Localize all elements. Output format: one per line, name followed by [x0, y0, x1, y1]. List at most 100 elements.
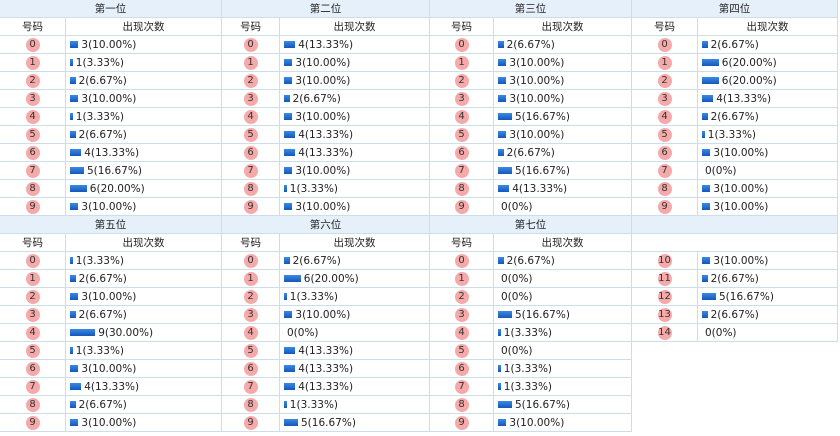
block-title: 第二位 [222, 0, 430, 18]
count-label: 3(10.00%) [509, 56, 565, 69]
count-label: 1(3.33%) [503, 362, 553, 375]
ball: 8 [25, 181, 40, 196]
count-label: 5(16.67%) [719, 290, 774, 303]
ball: 5 [25, 127, 40, 142]
ball: 7 [25, 379, 40, 394]
ball: 3 [454, 307, 469, 322]
ball: 7 [657, 163, 672, 178]
count-bar [498, 77, 507, 84]
count-label: 6(20.00%) [721, 74, 777, 87]
count-label: 3(10.00%) [713, 254, 769, 267]
count-cell: 5(16.67%) [494, 108, 632, 126]
count-label: 6(20.00%) [721, 56, 777, 69]
ball-cell: 6 [222, 360, 280, 378]
ball: 0 [243, 253, 258, 268]
count-bar [702, 131, 705, 138]
ball-cell: 3 [222, 306, 280, 324]
count-cell: 1(3.33%) [494, 378, 632, 396]
count-bar [498, 59, 507, 66]
count-bar [70, 347, 73, 354]
count-cell: 2(6.67%) [280, 252, 430, 270]
count-label: 2(6.67%) [710, 272, 759, 285]
count-label: 3(10.00%) [81, 38, 137, 51]
count-label: 5(16.67%) [515, 398, 570, 411]
count-label: 1(3.33%) [707, 128, 757, 141]
ball-cell: 4 [222, 324, 280, 342]
count-cell: 3(10.00%) [698, 144, 838, 162]
count-label: 2(6.67%) [78, 398, 127, 411]
count-bar [702, 275, 708, 282]
count-bar [284, 59, 293, 66]
count-bar [284, 131, 296, 138]
count-cell: 4(13.33%) [66, 144, 222, 162]
ball: 5 [454, 343, 469, 358]
ball: 8 [454, 181, 469, 196]
count-cell: 2(6.67%) [698, 306, 838, 324]
ball-cell: 13 [632, 306, 698, 324]
count-bar [70, 203, 79, 210]
count-bar [70, 257, 73, 264]
ball: 4 [243, 109, 258, 124]
count-label: 4(13.33%) [298, 128, 354, 141]
ball-cell: 3 [222, 90, 280, 108]
count-cell: 5(16.67%) [494, 162, 632, 180]
ball-cell: 9 [430, 414, 494, 432]
block-title: 第三位 [430, 0, 632, 18]
ball: 4 [454, 325, 469, 340]
ball-cell: 8 [430, 396, 494, 414]
count-cell: 3(10.00%) [280, 72, 430, 90]
count-label: 9(30.00%) [98, 326, 154, 339]
count-label: 3(10.00%) [713, 200, 769, 213]
count-bar [70, 131, 76, 138]
ball-cell: 11 [632, 270, 698, 288]
ball: 8 [25, 397, 40, 412]
ball-cell: 14 [632, 324, 698, 342]
count-cell: 3(10.00%) [494, 90, 632, 108]
count-cell: 4(13.33%) [280, 342, 430, 360]
count-bar [284, 293, 287, 300]
count-cell: 3(10.00%) [66, 90, 222, 108]
ball-cell: 3 [430, 306, 494, 324]
ball-cell: 1 [222, 270, 280, 288]
block-title: 第五位 [0, 216, 222, 234]
ball-cell: 3 [0, 306, 66, 324]
count-cell: 4(13.33%) [66, 378, 222, 396]
count-cell: 4(13.33%) [280, 378, 430, 396]
count-bar [702, 59, 719, 66]
ball-cell: 0 [430, 252, 494, 270]
block-title: 第四位 [632, 0, 838, 18]
count-cell: 3(10.00%) [494, 414, 632, 432]
count-label: 3(10.00%) [713, 182, 769, 195]
count-cell: 3(10.00%) [280, 198, 430, 216]
header: 出现次数 [280, 18, 430, 36]
count-cell: 3(10.00%) [280, 162, 430, 180]
count-bar [702, 293, 716, 300]
ball-cell: 8 [222, 396, 280, 414]
count-label: 0(0%) [501, 344, 533, 357]
ball-cell: 5 [0, 126, 66, 144]
ball-cell: 5 [222, 342, 280, 360]
ball-cell: 7 [430, 162, 494, 180]
ball-cell: 0 [222, 36, 280, 54]
ball-cell: 2 [0, 72, 66, 90]
ball: 5 [454, 127, 469, 142]
ball: 6 [243, 361, 258, 376]
count-cell: 4(13.33%) [280, 360, 430, 378]
header: 出现次数 [494, 18, 632, 36]
ball-cell: 9 [430, 198, 494, 216]
ball: 12 [657, 289, 672, 304]
count-label: 5(16.67%) [515, 110, 570, 123]
count-label: 6(20.00%) [303, 272, 359, 285]
header: 出现次数 [280, 234, 430, 252]
ball-cell: 3 [0, 90, 66, 108]
ball: 9 [25, 199, 40, 214]
header [632, 234, 838, 252]
count-cell: 5(16.67%) [494, 306, 632, 324]
ball-cell: 5 [430, 126, 494, 144]
count-label: 4(13.33%) [512, 182, 568, 195]
ball: 4 [243, 325, 258, 340]
count-cell: 0(0%) [494, 288, 632, 306]
ball: 1 [25, 271, 40, 286]
ball: 4 [25, 325, 40, 340]
